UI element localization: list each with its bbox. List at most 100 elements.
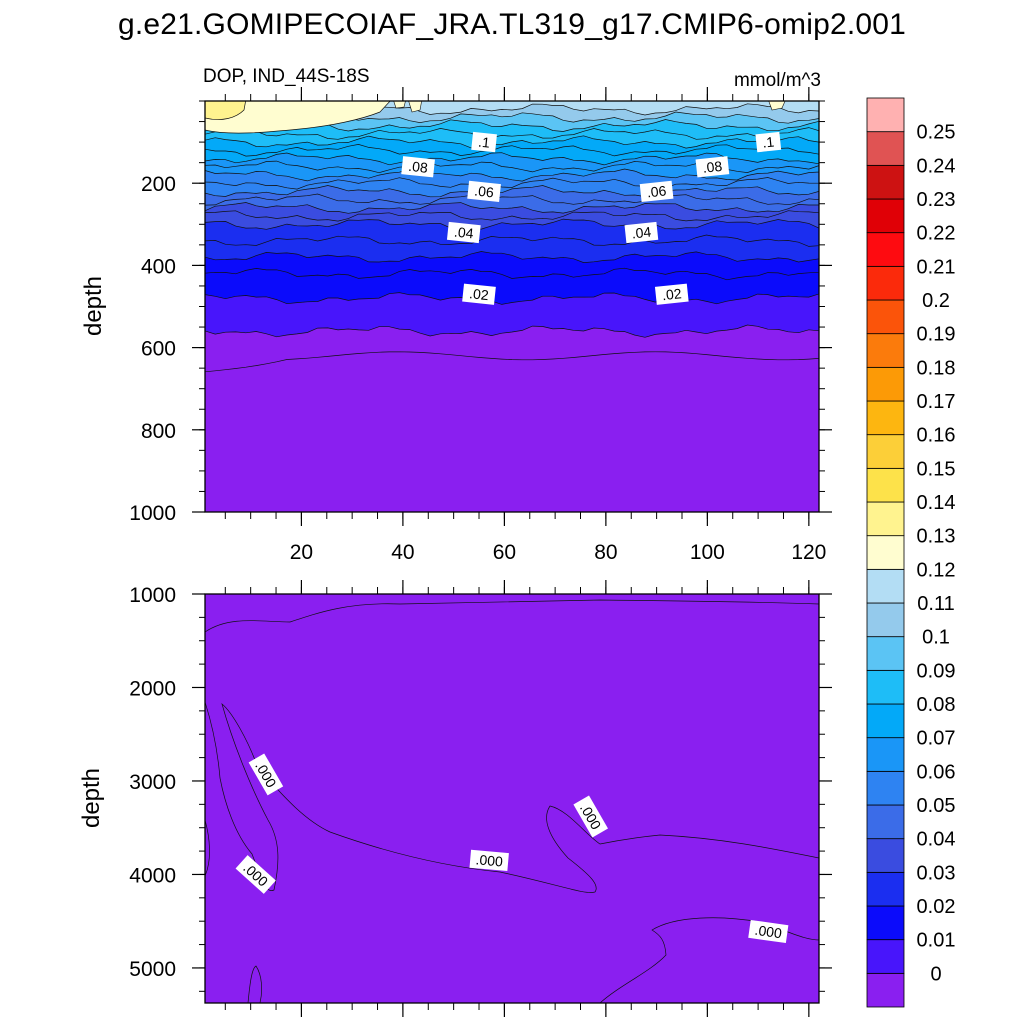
colorbar-swatch	[866, 501, 905, 537]
contour-label-text: .06	[646, 182, 667, 200]
y-tick-label: 4000	[129, 864, 176, 887]
colorbar-swatch	[866, 568, 905, 604]
colorbar-swatch	[866, 131, 905, 166]
x-tick-label: 80	[594, 541, 617, 564]
colorbar-label: 0.15	[917, 458, 956, 480]
colorbar-swatch	[866, 299, 905, 335]
lower-contour-area	[205, 594, 819, 1003]
colorbar-label: 0.02	[917, 896, 956, 918]
contour-label-box	[624, 221, 659, 244]
contour-label: .08	[401, 156, 435, 178]
colorbar-swatch	[866, 97, 905, 133]
x-tick-label: 60	[493, 541, 516, 564]
colorbar-label: 0.09	[917, 660, 956, 682]
colorbar-label: 0.16	[917, 425, 956, 447]
contour-label-text: .1	[477, 134, 490, 151]
upper-y-axis-title: depth	[80, 276, 107, 336]
colorbar-swatch	[866, 737, 905, 772]
upper-contour-area	[205, 101, 819, 512]
colorbar-swatch	[866, 198, 905, 234]
contour-label-box	[654, 283, 689, 305]
contour-label-box	[467, 180, 501, 203]
y-tick-label: 600	[141, 338, 176, 361]
colorbar-swatch	[866, 232, 905, 267]
contour-label-box	[695, 156, 730, 178]
colorbar-swatch	[866, 400, 905, 436]
colorbar-label: 0	[930, 963, 941, 985]
colorbar-swatch	[866, 804, 905, 840]
colorbar: 0 0.01 0.02 0.03 0.04 0.05 0.06 0.07 0.08 0.09 0.1…	[866, 97, 956, 1008]
colorbar-label: 0.25	[917, 122, 956, 144]
colorbar-swatch	[866, 703, 905, 739]
colorbar-swatch	[866, 871, 905, 907]
contour-label: .04	[624, 221, 659, 244]
colorbar-label: 0.07	[917, 728, 956, 750]
y-tick-label: 2000	[129, 677, 176, 700]
colorbar-swatch	[866, 905, 905, 941]
contour-label-box	[248, 753, 284, 796]
colorbar-swatch	[866, 535, 905, 570]
colorbar-swatch	[866, 467, 905, 503]
high-dop-patch	[205, 101, 391, 134]
colorbar-swatch	[866, 333, 905, 368]
x-tick-label: 120	[791, 541, 826, 564]
figure-title: g.e21.GOMIPECOIAF_JRA.TL319_g17.CMIP6-om…	[117, 8, 907, 41]
contour-label: .08	[695, 156, 730, 178]
high-dop-patch	[393, 101, 406, 109]
colorbar-label: 0.13	[917, 526, 956, 548]
colorbar-label: 0.06	[917, 761, 956, 783]
y-tick-label: 400	[141, 255, 176, 278]
x-tick-label: 100	[690, 541, 725, 564]
contour-label: .1	[471, 131, 497, 153]
contour-label-box	[401, 156, 435, 178]
contour-label-box	[573, 795, 608, 838]
colorbar-label: 0.19	[917, 324, 956, 346]
colorbar-label: 0.22	[917, 223, 956, 245]
colorbar-label: 0.1	[922, 627, 950, 649]
contour-label-text: .000	[475, 851, 504, 869]
panel-subtitle: DOP, IND_44S-18S	[203, 66, 370, 87]
contour-label: .06	[467, 180, 501, 203]
colorbar-swatch	[866, 164, 905, 200]
y-tick-label: 800	[141, 420, 176, 443]
contour-label-box	[462, 283, 496, 305]
colorbar-label: 0.04	[917, 829, 956, 851]
colorbar-swatch	[866, 972, 905, 1008]
colorbar-swatch	[866, 434, 905, 469]
colorbar-label: 0.05	[917, 795, 956, 817]
contour-label-text: .000	[754, 922, 783, 942]
colorbar-label: 0.24	[917, 155, 956, 177]
y-tick-label: 1000	[129, 584, 176, 607]
colorbar-label: 0.23	[917, 189, 956, 211]
colorbar-swatch	[866, 838, 905, 873]
contour-label-box	[471, 131, 497, 153]
colorbar-label: 0.11	[917, 593, 954, 615]
colorbar-label: 0.2	[922, 290, 950, 312]
contour-label-text: .08	[408, 158, 429, 176]
colorbar-label: 0.01	[917, 930, 956, 952]
colorbar-swatch	[866, 939, 905, 974]
y-tick-label: 200	[141, 173, 176, 196]
colorbar-label: 0.12	[917, 559, 956, 581]
contour-label: .000	[469, 849, 509, 872]
contour-label: .04	[446, 221, 481, 244]
high-dop-patch	[408, 101, 422, 113]
contour-label-text: .06	[474, 182, 495, 200]
contour-label: .000	[748, 919, 789, 944]
colorbar-swatch	[866, 636, 905, 671]
colorbar-swatch	[866, 366, 905, 402]
zero-dop-region	[247, 965, 262, 1003]
contour-label-text: .02	[661, 285, 682, 303]
contour-label-box	[755, 131, 782, 153]
colorbar-label: 0.03	[917, 862, 956, 884]
contour-label-box	[748, 919, 789, 944]
contour-label-text: .08	[702, 158, 723, 176]
colorbar-label: 0.08	[917, 694, 956, 716]
contour-label-box	[235, 855, 276, 894]
contour-label-text: .04	[453, 224, 474, 242]
contour-label-text: .04	[631, 224, 652, 242]
x-tick-label: 20	[290, 541, 313, 564]
colorbar-swatch	[866, 265, 905, 301]
contour-label: .1	[755, 131, 782, 153]
